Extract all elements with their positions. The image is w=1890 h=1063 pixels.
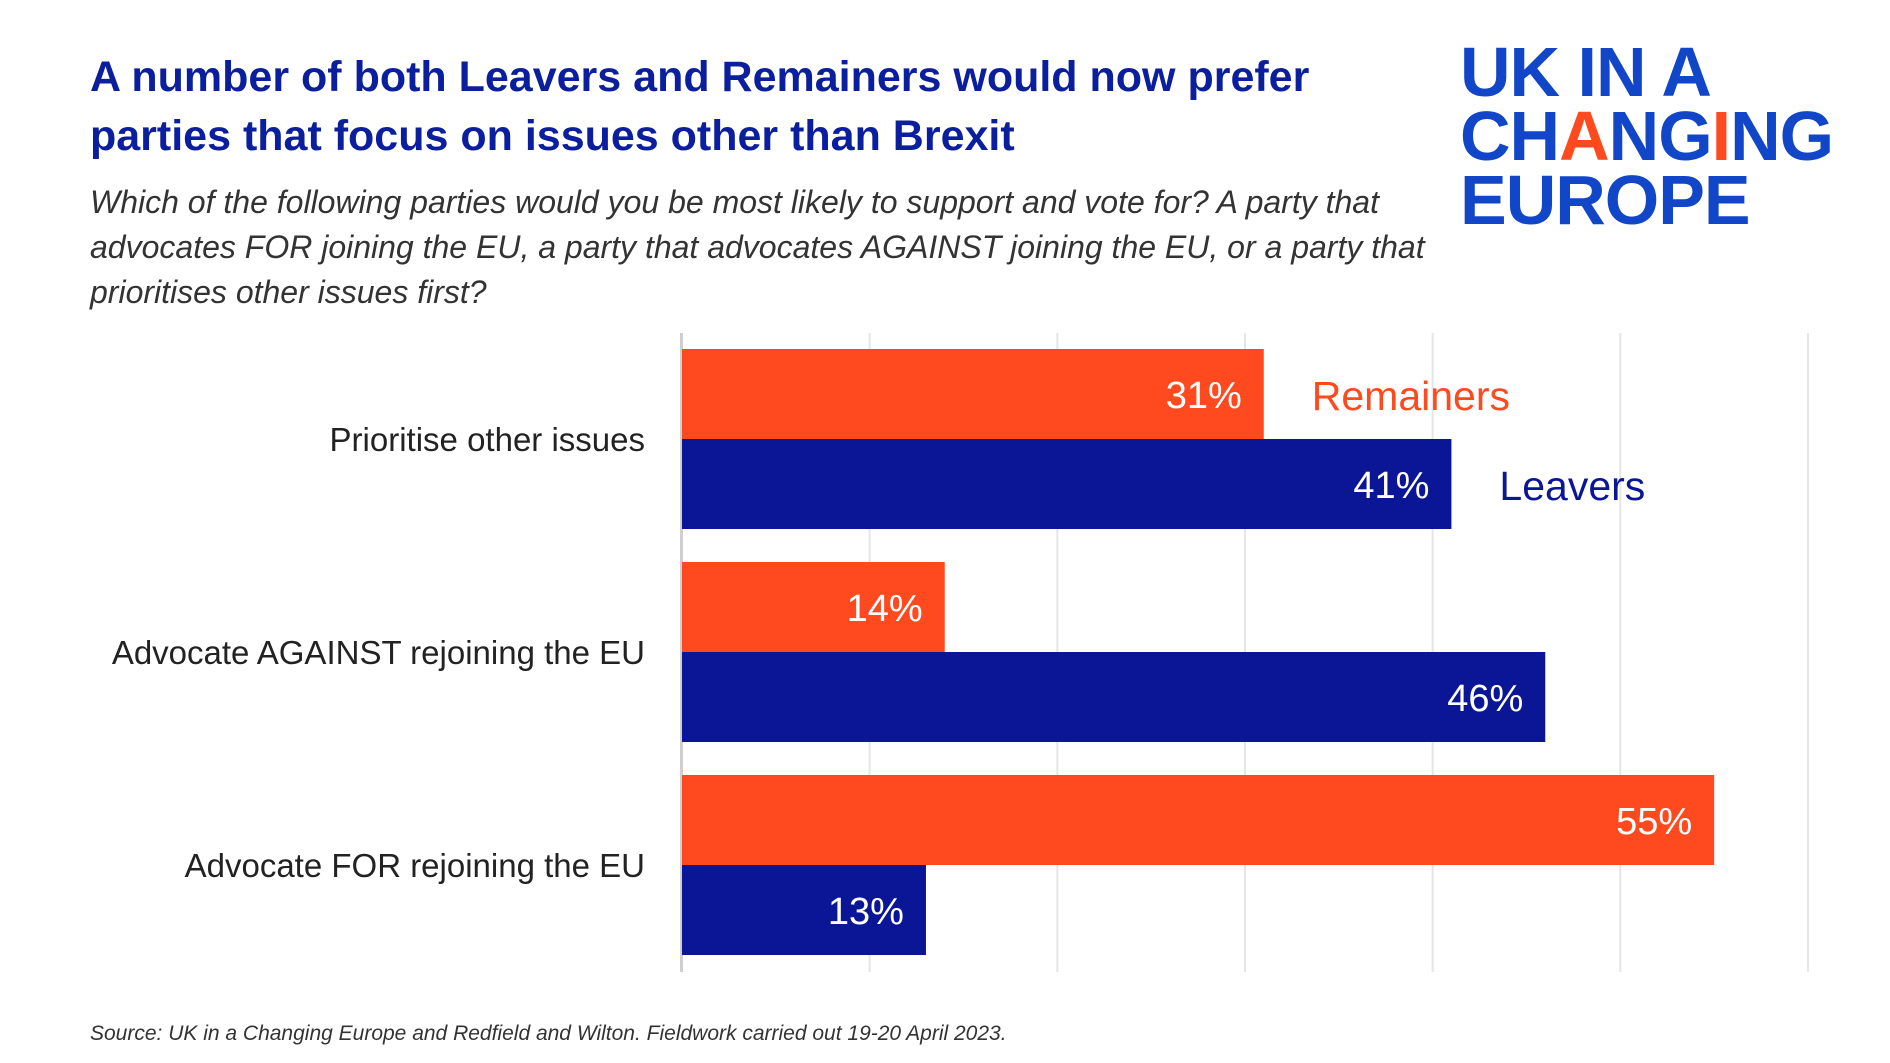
data-label: 46% bbox=[1447, 678, 1523, 720]
logo-line-1: UK IN A bbox=[1460, 33, 1712, 111]
data-label: 55% bbox=[1616, 801, 1692, 843]
legend-leavers: Leavers bbox=[1499, 463, 1645, 509]
source-note: Source: UK in a Changing Europe and Redf… bbox=[90, 1022, 1007, 1045]
bar-remainers bbox=[682, 775, 1715, 865]
bar-leavers bbox=[682, 652, 1546, 742]
logo-line-2: CHANGING bbox=[1460, 97, 1834, 175]
data-label: 14% bbox=[847, 588, 923, 630]
bar-remainers bbox=[682, 562, 945, 652]
bar-leavers bbox=[682, 439, 1452, 529]
legend-remainers: Remainers bbox=[1312, 373, 1510, 419]
data-label: 13% bbox=[828, 891, 904, 933]
bar-remainers bbox=[682, 349, 1264, 439]
chart-title: A number of both Leavers and Remainers w… bbox=[90, 53, 1310, 160]
category-label: Advocate FOR rejoining the EU bbox=[185, 847, 645, 884]
category-label: Prioritise other issues bbox=[330, 421, 645, 458]
data-label: 41% bbox=[1353, 465, 1429, 507]
data-label: 31% bbox=[1166, 375, 1242, 417]
logo-line-3: EUROPE bbox=[1460, 161, 1751, 239]
chart-subtitle: Which of the following parties would you… bbox=[90, 184, 1425, 310]
bar-chart: Prioritise other issues 31% Remainers 41% Le… bbox=[112, 333, 1809, 972]
uk-in-a-changing-europe-logo: UK IN A CHANGING EUROPE bbox=[1460, 33, 1880, 239]
category-label: Advocate AGAINST rejoining the EU bbox=[112, 634, 645, 671]
bar-leavers bbox=[682, 865, 926, 955]
